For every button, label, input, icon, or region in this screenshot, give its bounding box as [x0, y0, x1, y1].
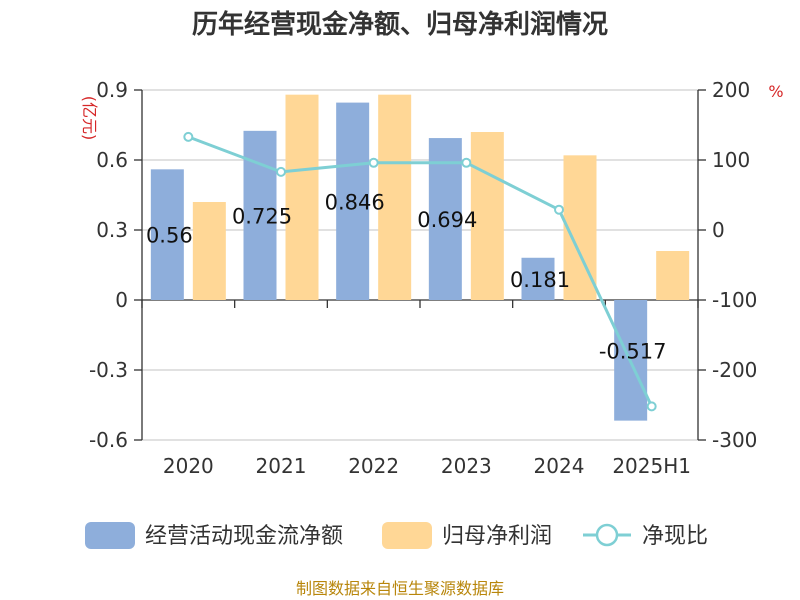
x-tick-label-4: 2024	[534, 454, 585, 478]
legend-label-net-profit: 归母净利润	[442, 524, 552, 549]
x-tick-label-2: 2022	[348, 454, 399, 478]
cash-bar-0	[150, 169, 184, 300]
right-tick-label-5: -300	[712, 428, 757, 452]
legend-marker-ratio	[595, 523, 619, 547]
right-tick-label-4: -200	[712, 358, 757, 382]
ratio-line-series	[183, 131, 657, 412]
cash-bar-3	[428, 138, 462, 300]
legend-label-operating-cash: 经营活动现金流净额	[145, 524, 343, 549]
ratio-point-3	[461, 157, 472, 168]
x-tick-label-3: 2023	[441, 454, 492, 478]
legend-swatch-operating-cash	[85, 522, 135, 549]
left-axis-ticks: 0.9 0.6 0.3 0 -0.3 -0.6	[89, 78, 142, 452]
ratio-line	[187, 135, 654, 408]
left-tick-label-0: 0.9	[96, 78, 128, 102]
profit-bar-2	[378, 94, 412, 301]
x-tick-label-5: 2025H1	[612, 454, 691, 478]
right-axis-unit: %	[768, 82, 783, 101]
cash-data-label-2: 0.846	[325, 190, 385, 214]
left-tick-label-1: 0.6	[96, 148, 128, 172]
x-axis-ticks: 2020 2021 2022 2023 2024 2025H1	[163, 454, 691, 478]
data-labels: 0.56 0.725 0.846 0.694 0.181 -0.517	[146, 190, 667, 363]
cash-bar-4	[521, 257, 555, 300]
cash-data-label-5: -0.517	[599, 339, 667, 363]
left-tick-label-4: -0.3	[89, 358, 128, 382]
profit-bar-5	[656, 251, 690, 300]
legend-label-ratio: 净现比	[642, 524, 708, 549]
cash-data-label-3: 0.694	[417, 208, 477, 232]
bar-series	[150, 94, 690, 421]
right-tick-label-2: 0	[712, 218, 725, 242]
left-tick-label-5: -0.6	[89, 428, 128, 452]
left-axis-unit: (亿元)	[80, 96, 99, 141]
ratio-point-5	[646, 401, 657, 412]
left-tick-label-3: 0	[115, 288, 128, 312]
cash-data-label-0: 0.56	[146, 224, 193, 248]
legend: 经营活动现金流净额 归母净利润 净现比	[85, 522, 708, 549]
ratio-point-4	[554, 204, 564, 215]
source-note: 制图数据来自恒生聚源数据库	[296, 579, 504, 598]
right-tick-label-0: 200	[712, 78, 750, 102]
cash-bar-2	[336, 102, 370, 300]
profit-bar-0	[192, 202, 226, 300]
ratio-point-2	[368, 157, 379, 168]
ratio-point-1	[276, 166, 286, 177]
right-axis-ticks: 200 100 0 -100 -200 -300	[698, 78, 757, 452]
cash-data-label-4: 0.181	[510, 268, 570, 292]
x-tick-label-0: 2020	[163, 454, 214, 478]
ratio-point-0	[183, 131, 194, 142]
profit-bar-3	[470, 132, 504, 300]
legend-swatch-net-profit	[382, 522, 432, 549]
profit-bar-1	[285, 94, 319, 301]
left-tick-label-2: 0.3	[96, 218, 128, 242]
grid-lines	[142, 89, 698, 441]
x-tick-label-1: 2021	[256, 454, 307, 478]
right-tick-label-3: -100	[712, 288, 757, 312]
cash-data-label-1: 0.725	[232, 204, 292, 228]
chart-title: 历年经营现金净额、归母净利润情况	[192, 9, 608, 40]
right-tick-label-1: 100	[712, 148, 750, 172]
